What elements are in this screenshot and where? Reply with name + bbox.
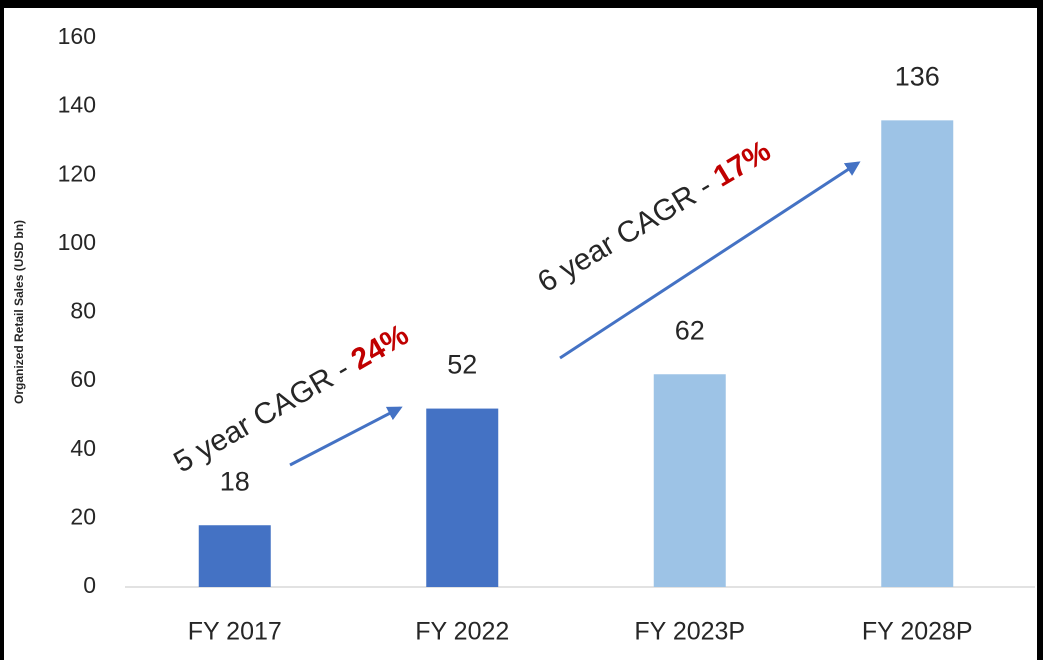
y-tick-label: 160: [58, 23, 96, 49]
bar: [881, 120, 954, 587]
x-tick-label: FY 2028P: [862, 618, 973, 646]
bar: [198, 525, 271, 587]
value-label: 18: [220, 466, 250, 496]
value-label: 52: [447, 350, 477, 380]
y-tick-label: 40: [70, 435, 96, 461]
y-tick-label: 80: [70, 298, 96, 324]
y-tick-label: 120: [58, 160, 96, 186]
plot-background: [4, 8, 1037, 660]
arrow: [289, 406, 403, 467]
arrow: [559, 161, 861, 360]
y-axis-label: Organized Retail Sales (USD bn): [12, 220, 26, 404]
bar: [653, 374, 726, 587]
y-tick-label: 60: [70, 366, 96, 392]
y-tick-label: 20: [70, 503, 96, 529]
x-tick-label: FY 2022: [415, 618, 509, 646]
y-tick-label: 100: [58, 229, 96, 255]
bar: [426, 408, 499, 587]
x-tick-label: FY 2023P: [634, 618, 745, 646]
y-tick-label: 0: [83, 572, 96, 598]
value-label: 136: [895, 61, 940, 91]
y-tick-label: 140: [58, 92, 96, 118]
value-label: 62: [675, 315, 705, 345]
x-tick-label: FY 2017: [188, 618, 282, 646]
